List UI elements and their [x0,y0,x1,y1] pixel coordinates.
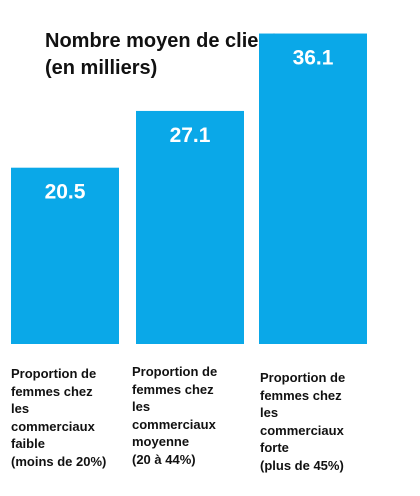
category-label-1-line-4: commerciaux [11,418,95,434]
chart-title-line-1: Nombre moyen de clients [45,30,289,52]
category-label-3-line-1: Proportion de [260,370,346,385]
category-label-3-line-4: commerciaux [260,422,344,438]
category-label-1-line-1: Proportion de [11,366,97,381]
bar-value-label-1: 20.5 [45,181,86,204]
category-label-3-line-2: femmes chez [260,387,342,403]
chart-title: Nombre moyen de clients (en milliers) [45,28,288,82]
chart-title-line-2: (en milliers) [45,57,158,79]
bar-value-label-2: 27.1 [170,124,211,147]
category-label-2-line-2: femmes chez [132,381,214,397]
category-label-3-line-5: forte [260,440,289,455]
category-label-2-line-6: (20 à 44%) [132,451,196,467]
category-label-1-line-3: les [11,401,30,416]
bar-2 [136,110,244,344]
category-label-1-line-2: femmes chez [11,383,93,399]
bar-1 [11,167,119,344]
category-label-2-line-1: Proportion de [132,364,218,379]
bar-3 [259,33,367,344]
category-label-2: Proportion de femmes chez les commerciaux mo… [132,363,217,468]
category-label-3-line-6: (plus de 45%) [260,457,344,473]
category-label-2-line-5: moyenne [132,434,190,449]
category-label-1-line-5: faible [11,436,45,451]
category-label-1: Proportion de femmes chez les commerciaux fa… [11,365,106,470]
category-label-2-line-4: commerciaux [132,416,216,432]
category-label-3-line-3: les [260,405,279,420]
category-label-1-line-6: (moins de 20%) [11,453,107,469]
category-label-2-line-3: les [132,399,151,414]
category-label-3: Proportion de femmes chez les commerciaux fo… [260,369,345,474]
bar-value-label-3: 36.1 [293,47,334,70]
